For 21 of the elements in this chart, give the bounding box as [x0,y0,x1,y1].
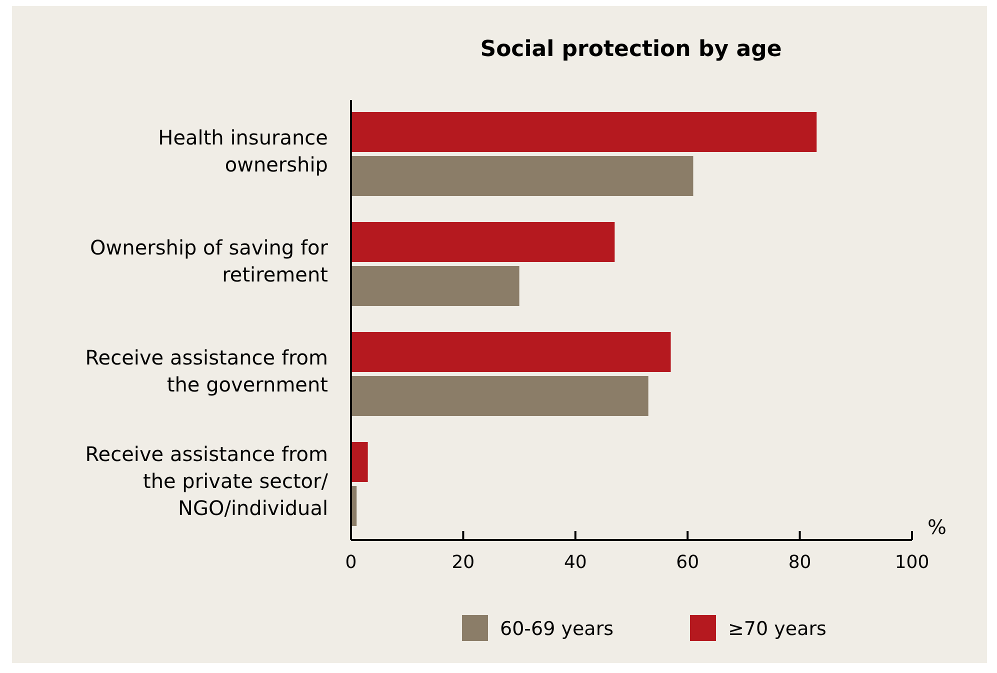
bar [351,442,368,482]
bar [351,222,615,262]
y-tick-label: Receive assistance from the government [85,346,328,396]
x-tick-label: 20 [452,552,475,573]
x-axis-title: % [927,515,947,539]
bar [351,112,817,152]
y-tick-label: Ownership of saving for retirement [90,236,329,286]
bar [351,266,520,306]
y-tick-label: Health insurance ownership [158,126,328,176]
x-tick-label: 80 [788,552,812,573]
bar [351,376,648,416]
chart-title: Social protection by age [480,37,782,62]
legend-label: 60-69 years [500,618,614,640]
x-tick-label: 0 [345,552,357,573]
x-tick-label: 100 [894,552,930,573]
legend-label: ≥70 years [728,618,826,640]
x-tick-label: 40 [564,552,587,573]
y-tick-label: Receive assistance from the private sector/ NGO/individual [85,442,328,520]
bar [351,332,671,372]
x-tick-label: 60 [676,552,700,573]
bar [351,156,694,196]
